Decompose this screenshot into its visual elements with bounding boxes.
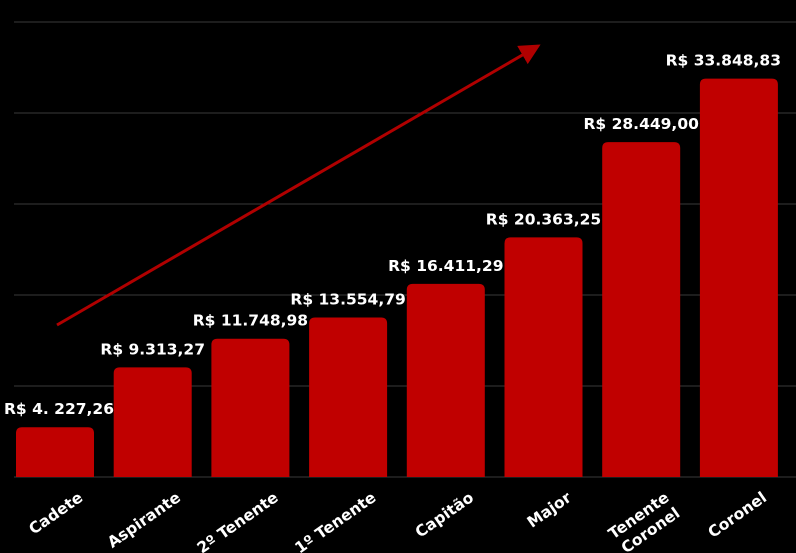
bar (504, 237, 583, 477)
category-label: Capitão (412, 488, 477, 541)
data-label: R$ 11.748,98 (193, 312, 308, 330)
tick-label: Coronel (705, 488, 770, 541)
data-label: R$ 9.313,27 (100, 340, 205, 358)
tick-label: Aspirante (104, 488, 184, 551)
category-label: 1º Tenente (292, 488, 380, 553)
category-label: Aspirante (104, 488, 184, 551)
bar (699, 78, 778, 477)
bar (113, 367, 192, 477)
data-label: R$ 28.449,00 (584, 115, 700, 133)
bar (16, 427, 94, 477)
tick-label: Major (524, 488, 575, 531)
bar (309, 317, 388, 477)
category-label: 2º Tenente (194, 488, 282, 553)
tick-label: 1º Tenente (292, 488, 380, 553)
trend-arrow (56, 44, 541, 327)
data-label: R$ 33.848,83 (666, 52, 781, 70)
data-label: R$ 16.411,29 (388, 257, 503, 275)
tick-label: Cadete (26, 488, 87, 538)
bar (211, 338, 290, 477)
bar (602, 142, 681, 477)
tick-label: 2º Tenente (194, 488, 282, 553)
bar (406, 283, 485, 477)
category-label: Cadete (26, 488, 87, 538)
data-label: R$ 4. 227,26 (4, 400, 114, 418)
bars-group (16, 78, 778, 477)
data-label: R$ 13.554,79 (290, 290, 405, 308)
value-labels: R$ 4. 227,26 R$ 9.313,27 R$ 11.748,98 R$ 13… (4, 52, 781, 419)
tick-label: Capitão (412, 488, 477, 541)
category-labels: Cadete Aspirante 2º Tenente 1º Tenente Capit… (26, 488, 770, 553)
trend-arrow-line (56, 44, 541, 327)
category-label: Coronel (705, 488, 770, 541)
category-label: Major (524, 488, 575, 531)
data-label: R$ 20.363,25 (486, 210, 601, 228)
